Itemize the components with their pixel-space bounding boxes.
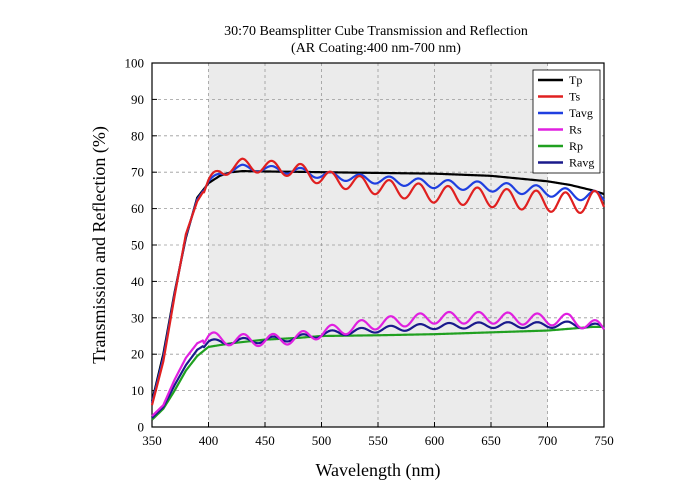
y-tick-label: 70 (131, 165, 144, 180)
legend-label-tp: Tp (569, 73, 582, 87)
x-tick-label: 500 (312, 433, 332, 448)
y-tick-label: 30 (131, 310, 144, 325)
y-tick-label: 20 (131, 347, 144, 362)
x-tick-label: 400 (199, 433, 219, 448)
legend: Tp Ts Tavg Rs Rp Ravg (532, 69, 601, 174)
y-tick-label: 60 (131, 201, 144, 216)
series-layer (150, 157, 606, 421)
chart-subtitle: (AR Coating:400 nm-700 nm) (291, 41, 461, 56)
legend-label-rp: Rp (569, 139, 583, 153)
legend-label-ravg: Ravg (569, 156, 594, 170)
legend-label-ts: Ts (569, 90, 580, 104)
y-tick-label: 10 (131, 383, 144, 398)
legend-label-rs: Rs (569, 123, 582, 137)
x-axis-label: Wavelength (nm) (315, 460, 440, 481)
y-axis-label: Transmission and Reflection (%) (89, 126, 110, 364)
x-tick-label: 700 (538, 433, 558, 448)
x-tick-label: 450 (255, 433, 275, 448)
x-tick-label: 650 (481, 433, 501, 448)
x-tick-label: 550 (368, 433, 388, 448)
y-tick-label: 50 (131, 238, 144, 253)
legend-label-tavg: Tavg (569, 106, 593, 120)
axis-ticks: 350 400 450 500 550 600 650 700 750 0 10 20 30 40 50 60… (125, 56, 614, 449)
x-tick-label: 600 (425, 433, 445, 448)
series-line-ts (150, 157, 606, 406)
y-tick-label: 80 (131, 128, 144, 143)
x-tick-label: 750 (594, 433, 614, 448)
y-tick-label: 40 (131, 274, 144, 289)
y-tick-label: 100 (125, 56, 145, 71)
y-tick-label: 0 (138, 420, 145, 435)
gridlines (152, 63, 604, 427)
y-tick-label: 90 (131, 92, 144, 107)
x-tick-label: 350 (142, 433, 162, 448)
chart-title: 30:70 Beamsplitter Cube Transmission and… (224, 24, 528, 39)
series-line-rs (151, 310, 605, 417)
legend-box (532, 69, 601, 174)
